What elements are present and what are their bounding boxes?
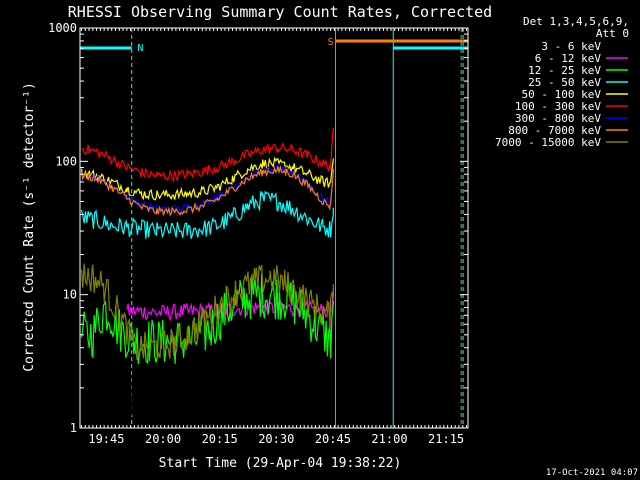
legend-label-0: 3 - 6 keV [541, 40, 601, 53]
annotation-s: S [328, 37, 334, 48]
series-line-5 [81, 127, 334, 183]
series-line-7 [80, 164, 334, 217]
legend-header-0: Det 1,3,4,5,6,9, [523, 15, 629, 28]
series-line-6 [80, 164, 334, 213]
footer-date: 17-Oct-2021 04:07 [546, 468, 638, 478]
chart-title: RHESSI Observing Summary Count Rates, Co… [68, 3, 492, 21]
legend-label-1: 6 - 12 keV [535, 52, 602, 65]
legend-label-7: 800 - 7000 keV [508, 124, 601, 137]
x-tick-label-1: 20:00 [145, 432, 181, 446]
series-line-2 [80, 273, 334, 365]
legend-label-4: 50 - 100 keV [522, 88, 602, 101]
series-line-3 [80, 190, 334, 239]
y-axis-label: Corrected Count Rate (s⁻¹ detector⁻¹) [22, 82, 37, 372]
annotation-n: N [137, 43, 143, 54]
y-tick-label-1: 10 [63, 288, 77, 302]
legend-label-6: 300 - 800 keV [515, 112, 601, 125]
series-line-8 [80, 263, 334, 360]
y-tick-label-3: 1000 [48, 21, 77, 35]
x-tick-label-0: 19:45 [88, 432, 124, 446]
legend-label-8: 7000 - 15000 keV [495, 136, 601, 149]
x-tick-label-5: 21:00 [371, 432, 407, 446]
series-lines [80, 127, 334, 429]
x-tick-label-2: 20:15 [202, 432, 238, 446]
series-line-0 [111, 316, 334, 429]
x-tick-label-6: 21:15 [428, 432, 464, 446]
y-tick-label-2: 100 [55, 154, 77, 168]
x-axis-label: Start Time (29-Apr-04 19:38:22) [159, 456, 402, 471]
legend-label-3: 25 - 50 keV [528, 76, 601, 89]
y-tick-label-0: 1 [70, 421, 77, 435]
axes: 19:45 20:00 20:15 20:30 20:45 21:00 21:15 1 10 10… [48, 21, 469, 446]
legend-label-5: 100 - 300 keV [515, 100, 601, 113]
x-tick-label-3: 20:30 [258, 432, 294, 446]
x-tick-label-4: 20:45 [315, 432, 351, 446]
legend-header-1: Att 0 [596, 27, 629, 40]
legend-label-2: 12 - 25 keV [528, 64, 601, 77]
